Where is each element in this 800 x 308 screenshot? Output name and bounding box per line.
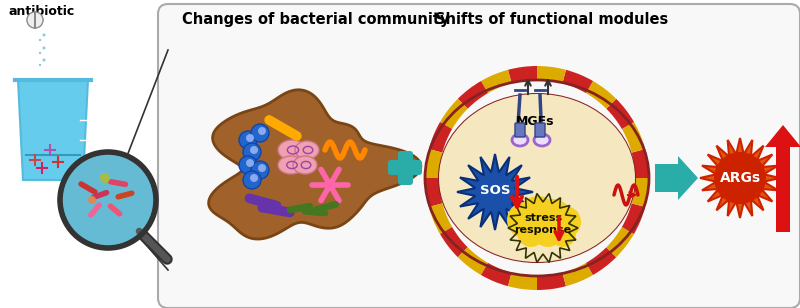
Wedge shape <box>622 122 645 153</box>
Circle shape <box>39 64 42 66</box>
Wedge shape <box>606 99 634 129</box>
Ellipse shape <box>512 134 528 146</box>
Text: antibiotic: antibiotic <box>8 5 74 18</box>
FancyBboxPatch shape <box>776 147 790 232</box>
Wedge shape <box>632 178 649 207</box>
Wedge shape <box>429 203 452 234</box>
Wedge shape <box>440 227 468 257</box>
FancyBboxPatch shape <box>515 123 525 137</box>
Polygon shape <box>700 138 780 218</box>
Polygon shape <box>765 125 800 147</box>
Wedge shape <box>481 263 512 286</box>
FancyBboxPatch shape <box>388 160 422 175</box>
Text: SOS: SOS <box>480 184 510 197</box>
Circle shape <box>88 196 96 204</box>
Text: stress
response: stress response <box>514 213 571 235</box>
Circle shape <box>42 59 46 62</box>
Ellipse shape <box>439 94 635 262</box>
Ellipse shape <box>293 156 317 174</box>
Ellipse shape <box>295 141 319 159</box>
Wedge shape <box>622 203 645 234</box>
FancyBboxPatch shape <box>158 4 800 308</box>
Wedge shape <box>458 247 488 275</box>
Circle shape <box>258 164 266 172</box>
Wedge shape <box>562 263 593 286</box>
Circle shape <box>246 134 254 142</box>
Circle shape <box>550 221 576 247</box>
FancyBboxPatch shape <box>535 123 545 137</box>
Circle shape <box>533 217 563 247</box>
Wedge shape <box>440 99 468 129</box>
Circle shape <box>250 146 258 154</box>
Text: MGEs: MGEs <box>516 115 554 128</box>
Wedge shape <box>425 149 442 178</box>
Circle shape <box>517 219 545 247</box>
Circle shape <box>534 199 572 237</box>
Circle shape <box>239 131 257 149</box>
Text: ARGs: ARGs <box>719 171 761 185</box>
Circle shape <box>39 52 42 54</box>
Circle shape <box>42 34 46 37</box>
Wedge shape <box>508 273 537 290</box>
Circle shape <box>243 171 261 189</box>
Circle shape <box>39 39 42 41</box>
Polygon shape <box>457 154 533 230</box>
Circle shape <box>714 152 766 204</box>
Text: Changes of bacterial community: Changes of bacterial community <box>182 12 450 27</box>
Wedge shape <box>562 70 593 93</box>
Circle shape <box>258 127 266 135</box>
Ellipse shape <box>534 134 550 146</box>
Wedge shape <box>586 247 616 275</box>
Polygon shape <box>18 80 88 180</box>
Wedge shape <box>458 81 488 109</box>
Circle shape <box>60 152 156 248</box>
Wedge shape <box>632 149 649 178</box>
Ellipse shape <box>278 156 304 174</box>
Wedge shape <box>508 66 537 83</box>
Ellipse shape <box>278 140 306 160</box>
PathPatch shape <box>209 90 421 239</box>
Circle shape <box>251 161 269 179</box>
Circle shape <box>42 47 46 50</box>
Wedge shape <box>429 122 452 153</box>
Wedge shape <box>606 227 634 257</box>
FancyBboxPatch shape <box>398 151 413 185</box>
Polygon shape <box>655 156 698 200</box>
Wedge shape <box>586 81 616 109</box>
Circle shape <box>243 143 261 161</box>
Wedge shape <box>481 70 512 93</box>
Circle shape <box>549 206 581 238</box>
Wedge shape <box>27 12 43 28</box>
Circle shape <box>246 159 254 167</box>
Wedge shape <box>425 178 442 207</box>
Text: Shifts of functional modules: Shifts of functional modules <box>435 12 668 27</box>
Circle shape <box>507 202 543 238</box>
Circle shape <box>250 174 258 182</box>
Wedge shape <box>537 273 566 290</box>
Circle shape <box>251 124 269 142</box>
Circle shape <box>100 173 110 183</box>
Circle shape <box>518 196 558 236</box>
Wedge shape <box>27 12 43 28</box>
Circle shape <box>239 156 257 174</box>
Wedge shape <box>537 66 566 83</box>
